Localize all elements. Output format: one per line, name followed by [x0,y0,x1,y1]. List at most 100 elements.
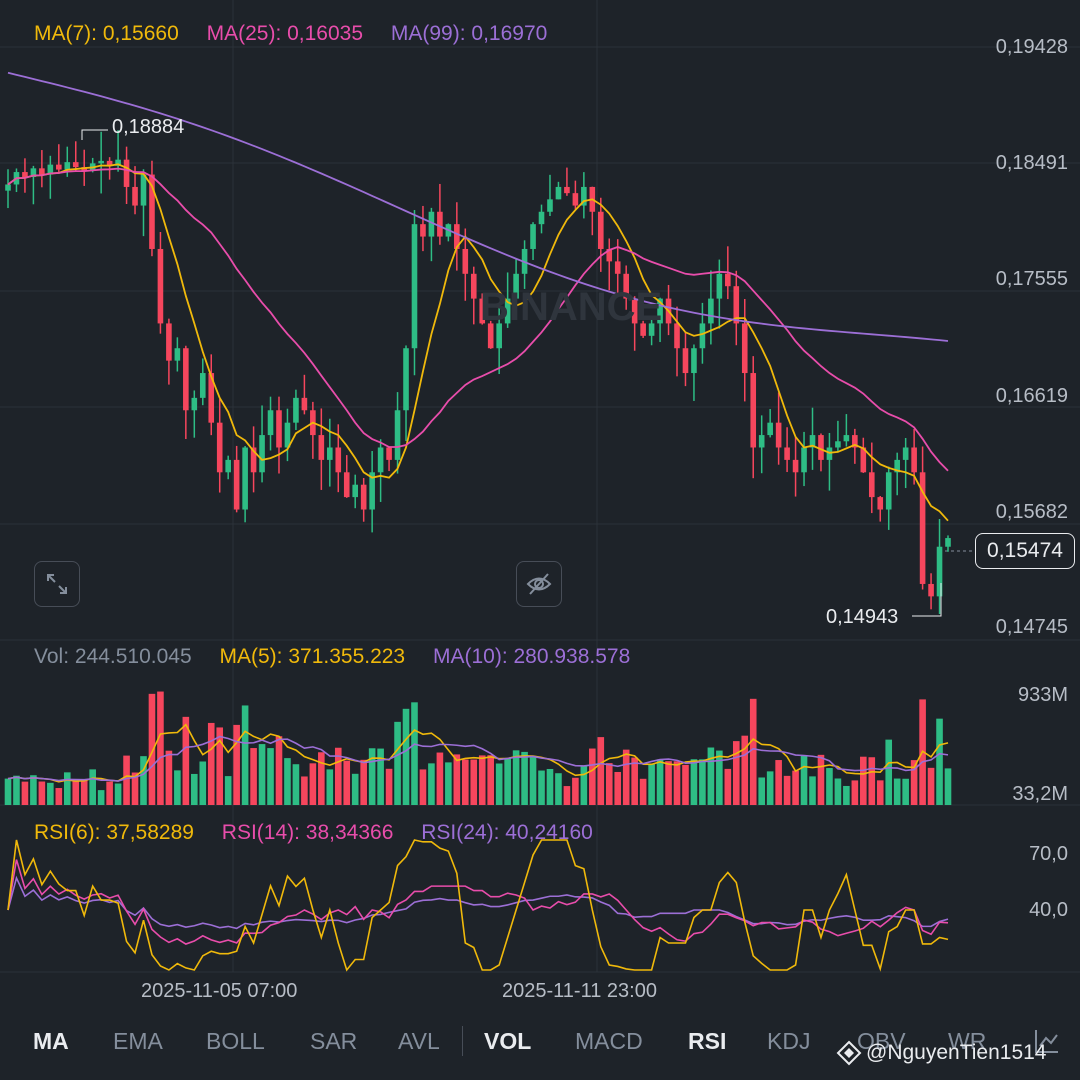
tab-sar[interactable]: SAR [310,1028,358,1054]
price-axis-label: 0,15682 [995,501,1068,523]
candle-body [843,435,850,442]
volume-bar [851,780,859,805]
candle-body [699,323,706,349]
rsi6-line [7,839,949,972]
candle-body [72,162,79,168]
volume-bar [275,736,283,805]
volume-bar [817,754,825,805]
tab-obv[interactable]: OBV [857,1028,906,1054]
candle-body [784,447,790,460]
tab-avl[interactable]: AVL [398,1028,440,1054]
candle-body [902,447,909,460]
tab-wr[interactable]: WR [948,1028,987,1054]
price-axis-label: 0,16619 [995,385,1068,407]
ma7-legend: MA(7): 0,15660 [34,22,179,45]
volume-bar [758,777,765,805]
volume-bar [165,750,173,805]
volume-bar [284,758,291,805]
price-candles [5,130,951,614]
candle-body [818,435,824,460]
volume-bar [716,750,723,805]
candle-body [115,159,121,166]
volume-bar [826,768,833,805]
volume-bar [377,748,384,805]
candle-body [98,160,104,164]
candle-body [614,261,621,274]
candle-body [572,193,579,206]
volume-bar [470,759,478,805]
candle-body [420,224,426,237]
candle-body [403,348,409,411]
candle-body [199,373,206,398]
volume-bar [13,775,20,805]
candle-body [284,422,291,448]
volume-bar [207,722,215,805]
volume-bar [605,763,613,805]
volume-bar [792,770,799,805]
low-leader [912,583,942,617]
candle-body [5,184,11,191]
volume-bar [148,693,156,805]
candle-body [56,164,62,170]
volume-bar [690,759,698,805]
indicator-settings-icon[interactable] [1032,1026,1062,1056]
candle-body [318,435,325,460]
volume-bar [182,716,190,805]
ma25-line [7,167,949,472]
tab-vol[interactable]: VOL [484,1028,532,1054]
candle-body [775,422,782,448]
candle-body [437,211,443,237]
tab-macd[interactable]: MACD [575,1028,643,1054]
volume-bar [682,764,689,805]
low-annotation: 0,14943 [826,606,899,628]
candle-body [496,323,502,349]
candle-body [428,211,435,237]
volume-legend: Vol: 244.510.045 MA(5): 371.355.223 MA(1… [34,645,652,669]
tab-ema[interactable]: EMA [113,1028,163,1054]
fullscreen-button[interactable] [34,561,80,607]
volume-bar [351,773,359,805]
tab-boll[interactable]: BOLL [206,1028,265,1054]
candle-body [166,323,172,361]
volume-bar [622,749,630,805]
candle-body [276,410,282,448]
candle-body [132,186,138,206]
volume-bar [741,735,749,805]
candle-body [487,323,494,349]
candle-body [835,441,841,448]
chart-canvas[interactable]: BINANCE [0,0,1080,1010]
hide-indicators-button[interactable] [516,561,562,607]
candle-body [242,447,248,510]
volume-bar [495,763,503,805]
candle-body [725,273,731,287]
volume-bar [199,761,207,805]
tab-rsi[interactable]: RSI [688,1028,727,1054]
volume-bar [318,752,325,805]
candle-body [597,211,604,249]
watermark-text: @NguyenTien1514 [866,1041,1047,1064]
candle-body [741,323,748,374]
volume-bar [233,724,240,805]
candle-body [174,348,181,361]
price-legend: MA(7): 0,15660 MA(25): 0,16035 MA(99): 0… [34,22,569,46]
rsi-legend: RSI(6): 37,58289 RSI(14): 38,34366 RSI(2… [34,821,615,845]
tab-ma[interactable]: MA [33,1028,69,1054]
volume-bar [385,768,393,805]
vol-ma5-legend: MA(5): 371.355.223 [219,645,406,668]
volume-bar [55,788,63,805]
high-leader [81,129,108,140]
candle-body [936,546,943,597]
volume-bar [538,770,545,805]
volume-bar [21,781,29,805]
candle-body [911,447,917,473]
volume-bar [80,780,88,805]
candle-body [809,435,816,448]
tab-kdj[interactable]: KDJ [767,1028,811,1054]
volume-bar [411,702,418,805]
volume-bar [114,783,122,805]
rsi6-legend: RSI(6): 37,58289 [34,821,194,844]
price-axis-label: 0,18491 [995,152,1068,174]
candle-body [394,410,401,460]
volume-bar [546,768,554,805]
